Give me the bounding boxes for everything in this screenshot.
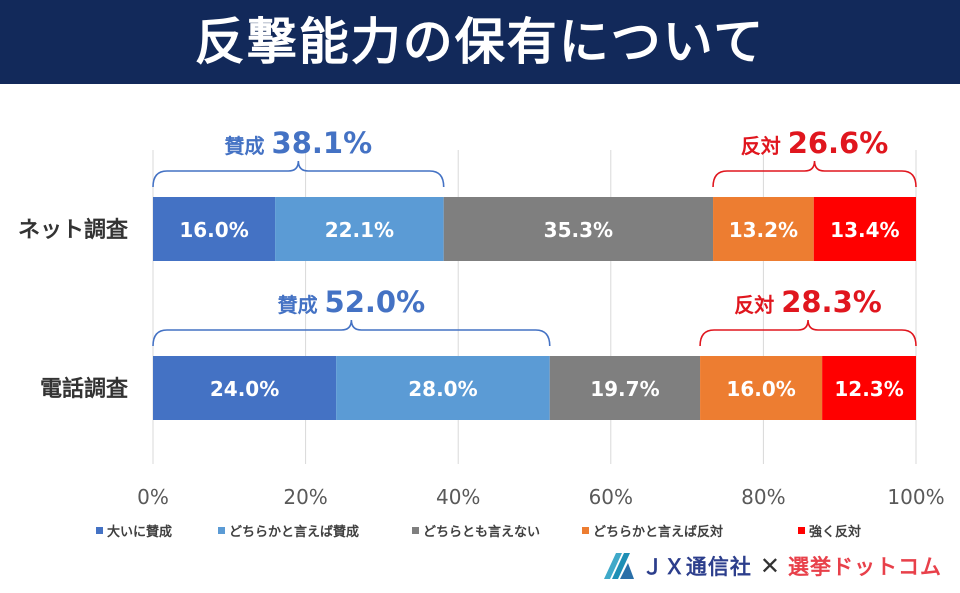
footer-logos: ＪＸ通信社 ✕ 選挙ドットコム [602,549,942,583]
x-tick-label: 100% [887,485,944,509]
bracket [699,319,917,347]
data-label: 22.1% [325,218,394,242]
data-label: 12.3% [834,377,903,401]
senkyo-label: 選挙ドットコム [788,555,942,579]
bracket-annotation: 賛成 52.0% [278,285,426,319]
cross-icon: ✕ [759,552,780,580]
bar-segment [713,197,814,261]
legend-label: どちらかと言えば反対 [593,524,723,540]
data-label: 28.0% [408,377,477,401]
legend-swatch [798,527,805,534]
bar-segment [153,197,276,261]
bracket [152,160,445,188]
legend-label: 大いに賛成 [107,524,172,540]
bar-segment [443,197,714,261]
annotation-value: 38.1% [272,126,373,160]
legend-swatch [218,527,225,534]
legend-label: 強く反対 [809,524,861,540]
bracket-annotation: 賛成 38.1% [225,126,373,160]
annotation-label: 反対 [734,293,781,317]
x-tick-label: 60% [589,485,633,509]
legend-label: どちらとも言えない [423,524,540,540]
data-label: 13.4% [830,218,899,242]
data-label: 24.0% [210,377,279,401]
annotation-label: 賛成 [225,134,272,158]
data-label: 16.0% [726,377,795,401]
annotation-value: 26.6% [788,126,889,160]
data-label: 13.2% [729,218,798,242]
category-label: 電話調査 [40,376,129,402]
legend-label: どちらかと言えば賛成 [229,524,359,540]
stacked-bar-chart: 0% 20% 40% 60% 80% 100% ネット調査 16.0% 22.1% 35.3% 13… [18,126,945,540]
data-label: 16.0% [179,218,248,242]
bar-segment [549,356,701,420]
legend-swatch [412,527,419,534]
bracket-annotation: 反対 26.6% [741,126,889,160]
bar-segment [822,356,916,420]
bracket-annotation: 反対 28.3% [734,285,882,319]
bar-segment [336,356,550,420]
legend-swatch [96,527,103,534]
data-label: 19.7% [590,377,659,401]
data-label: 35.3% [544,218,613,242]
annotation-value: 52.0% [325,285,426,319]
annotation-label: 賛成 [278,293,325,317]
bar-segment [813,197,916,261]
x-tick-label: 40% [436,485,480,509]
bar-segment [700,356,823,420]
bracket [712,160,917,188]
category-label: ネット調査 [18,217,129,243]
jx-label: ＪＸ通信社 [641,555,752,579]
x-tick-label: 0% [137,485,169,509]
annotation-value: 28.3% [781,285,882,319]
annotation-label: 反対 [741,134,788,158]
bracket [152,319,551,347]
legend-swatch [582,527,589,534]
chart-title: 反撃能力の保有について [0,0,960,84]
jx-logo-icon [603,553,634,579]
x-tick-label: 80% [741,485,785,509]
bar-segment [275,197,444,261]
x-tick-label: 20% [283,485,327,509]
bar-segment [153,356,337,420]
